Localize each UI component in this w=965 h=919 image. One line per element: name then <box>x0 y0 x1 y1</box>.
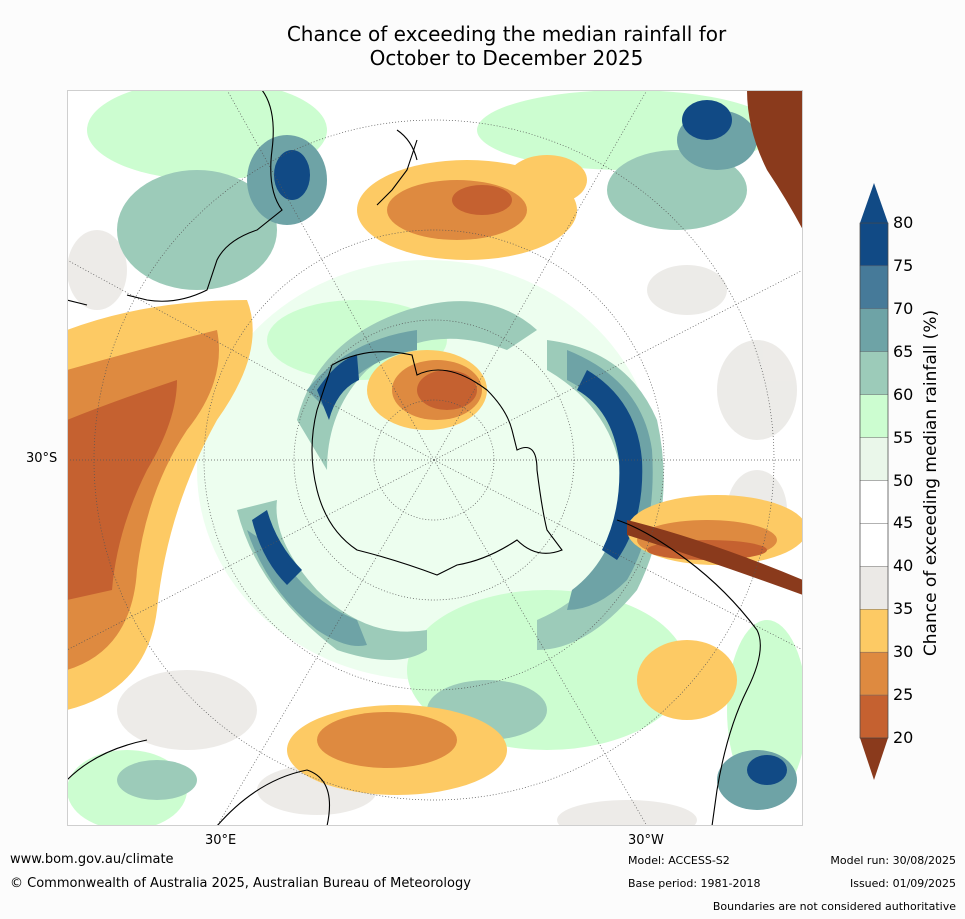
colorbar-tick-label: 70 <box>893 298 914 318</box>
colorbar-tick-label: 20 <box>893 728 914 747</box>
graticule <box>67 90 803 826</box>
map-frame <box>67 90 803 826</box>
colorbar-band <box>859 480 889 524</box>
colorbar-band <box>859 523 889 567</box>
colorbar-tick-label: 45 <box>893 513 914 533</box>
colorbar-band <box>859 351 889 395</box>
colorbar-band <box>859 437 889 481</box>
rainfall-map <box>67 90 803 826</box>
colorbar-band <box>859 308 889 352</box>
model-run-text: Model run: 30/08/2025 <box>830 854 956 867</box>
map-title: Chance of exceeding the median rainfall … <box>0 22 965 70</box>
colorbar-band <box>859 694 889 739</box>
lat-label-30s: 30°S <box>26 451 58 466</box>
website-link[interactable]: www.bom.gov.au/climate <box>10 852 174 867</box>
dry-deep-patches <box>67 185 767 600</box>
coastlines <box>67 90 761 826</box>
title-line-2: October to December 2025 <box>369 46 644 70</box>
lon-label-30e: 30°E <box>205 833 237 848</box>
colorbar-band <box>859 222 889 267</box>
dry-corner-patch <box>747 90 803 230</box>
colorbar-tick-label: 50 <box>893 470 914 490</box>
base-period-text: Base period: 1981-2018 <box>628 877 761 890</box>
colorbar-under-arrow <box>860 738 888 780</box>
dry-coast-strip <box>627 520 803 595</box>
colorbar <box>858 180 963 785</box>
colorbar-title: Chance of exceeding median rainfall (%) <box>921 309 941 657</box>
colorbar-tick-label: 55 <box>893 427 914 447</box>
model-text: Model: ACCESS-S2 <box>628 854 730 867</box>
colorbar-tick-label: 25 <box>893 685 914 705</box>
colorbar-band <box>859 265 889 310</box>
disclaimer-text: Boundaries are not considered authoritat… <box>712 900 956 913</box>
colorbar-tick-label: 60 <box>893 384 914 404</box>
colorbar-bands <box>859 222 889 739</box>
issued-text: Issued: 01/09/2025 <box>849 877 956 890</box>
colorbar-tick-label: 30 <box>893 642 914 662</box>
colorbar-tick-label: 35 <box>893 599 914 619</box>
colorbar-band <box>859 609 889 653</box>
title-line-1: Chance of exceeding the median rainfall … <box>286 22 727 46</box>
colorbar-band <box>859 651 889 696</box>
wet-deep-patches <box>252 100 787 785</box>
lon-label-30w: 30°W <box>628 833 664 848</box>
copyright-text: © Commonwealth of Australia 2025, Austra… <box>10 876 471 891</box>
colorbar-band <box>859 566 889 610</box>
colorbar-outline <box>859 222 889 739</box>
colorbar-over-arrow <box>860 183 888 223</box>
colorbar-tick-label: 40 <box>893 556 914 576</box>
colorbar-band <box>859 394 889 438</box>
colorbar-tick-label: 65 <box>893 341 914 361</box>
colorbar-tick-label: 80 <box>893 213 914 232</box>
colorbar-tick-label: 75 <box>893 255 914 275</box>
